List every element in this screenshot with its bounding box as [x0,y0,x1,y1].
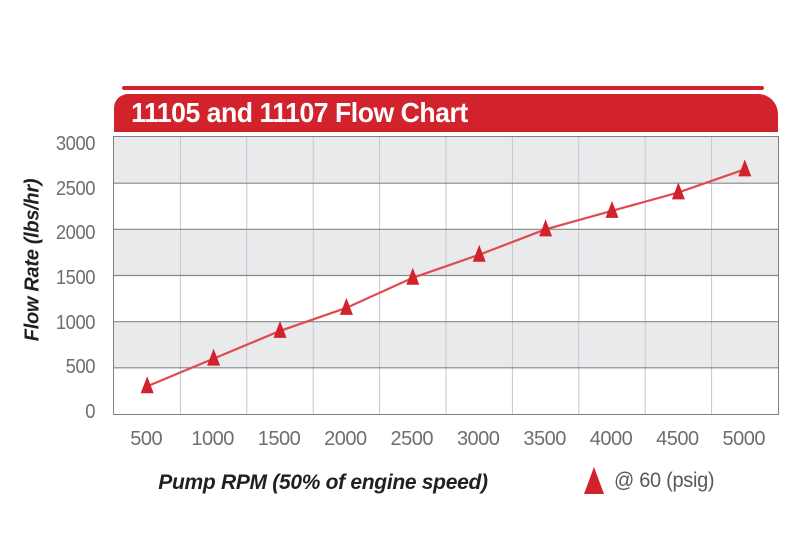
data-point-marker [605,200,619,218]
data-point-marker [671,182,685,200]
x-axis-title: Pump RPM (50% of engine speed) [158,471,488,494]
x-tick-label: 5000 [722,428,766,450]
legend: @ 60 (psig) [584,467,720,494]
x-tick-label: 3000 [456,428,500,450]
legend-label: @ 60 (psig) [614,468,715,492]
chart-title-banner: 11105 and 11107 Flow Chart [114,94,778,132]
x-tick-label: 1000 [191,428,234,450]
x-tick-label: 500 [130,428,163,450]
data-point-marker [140,376,154,394]
y-tick-label: 3000 [55,133,96,155]
data-point-marker [738,159,752,177]
x-tick-label: 2000 [324,428,367,450]
x-tick-label: 3500 [523,428,566,450]
data-point-marker [472,244,486,262]
plot-canvas [114,137,778,414]
data-point-marker [207,348,221,366]
chart-title: 11105 and 11107 Flow Chart [131,97,468,128]
y-tick-label: 1500 [55,267,96,289]
data-point-marker [539,219,553,237]
y-tick-label: 2000 [55,222,96,245]
x-tick-label: 4000 [589,428,633,450]
x-tick-label: 2500 [390,428,434,450]
y-tick-label: 1000 [55,311,96,334]
y-tick-label: 2500 [55,177,96,200]
x-tick-label: 1500 [257,428,301,450]
data-point-marker [339,297,353,315]
y-tick-label: 500 [65,356,96,379]
data-point-marker [273,320,287,338]
series-line [146,168,746,388]
plot-area [113,136,779,415]
x-tick-label: 4500 [656,428,699,450]
y-tick-label: 0 [85,401,95,423]
triangle-marker-icon [584,467,604,494]
y-axis-title: Flow Rate (lbs/hr) [21,178,44,342]
red-accent-rule [122,86,764,90]
data-point-marker [406,267,420,285]
